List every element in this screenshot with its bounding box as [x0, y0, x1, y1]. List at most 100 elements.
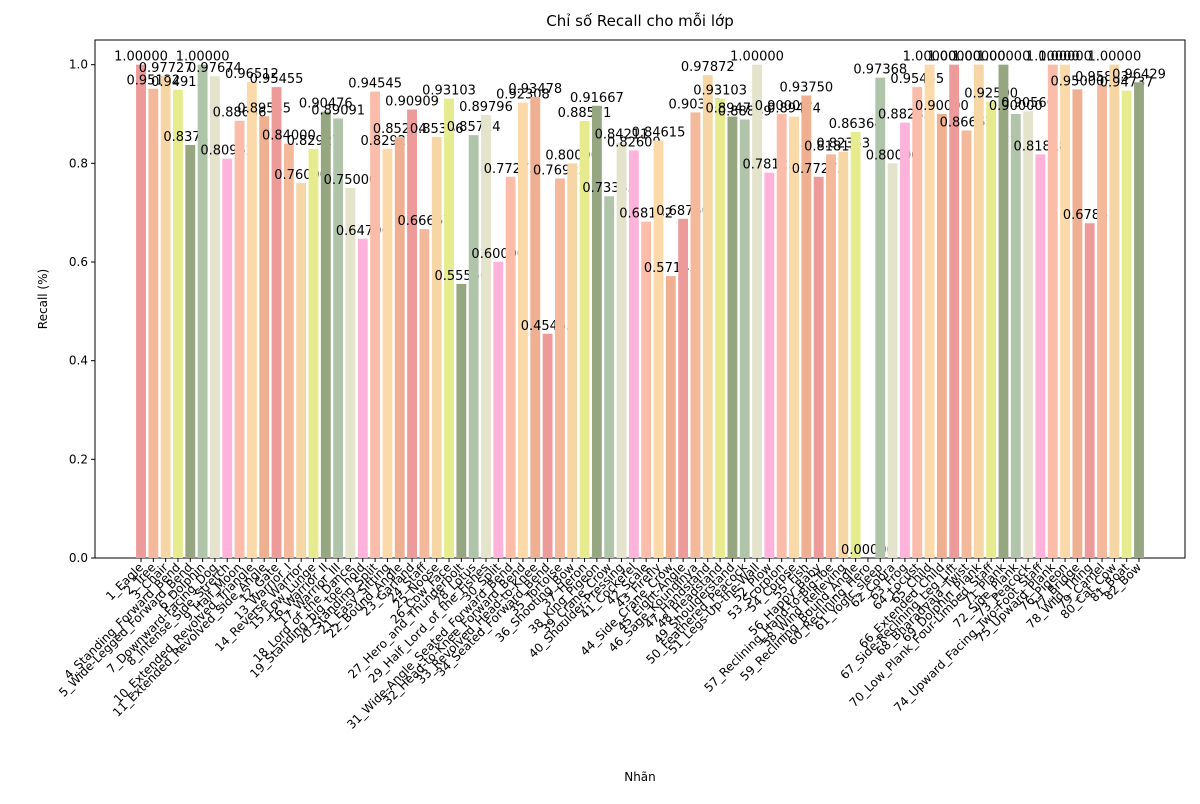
bar: [1047, 64, 1058, 559]
bar: [493, 262, 504, 558]
value-label: 1.00000: [176, 50, 230, 65]
bar: [333, 118, 344, 558]
value-label: 1.00000: [977, 50, 1031, 65]
value-label: 0.86667: [940, 115, 994, 130]
bar: [382, 148, 393, 558]
bar: [591, 105, 602, 559]
value-label: 0.81818: [1014, 139, 1068, 154]
bar: [394, 137, 405, 559]
bar: [961, 130, 972, 558]
value-label: 0.97674: [188, 61, 242, 76]
bar: [283, 143, 294, 558]
value-label: 0.96429: [1112, 67, 1166, 82]
value-label: 0.86364: [829, 117, 883, 132]
bar: [407, 109, 417, 559]
value-label: 0.80000: [545, 148, 599, 163]
bar: [875, 77, 886, 559]
value-label: 0.68750: [656, 204, 710, 219]
value-label: 0.76923: [533, 164, 587, 179]
bar: [518, 102, 528, 559]
bar: [542, 333, 553, 558]
bar: [678, 218, 689, 559]
value-label: 0.93103: [422, 84, 476, 99]
value-label: 0.00000: [841, 543, 895, 558]
x-axis-label: Nhãn: [624, 770, 656, 784]
value-label: 0.97727: [139, 61, 193, 76]
value-label: 0.45455: [521, 319, 575, 334]
bar: [185, 144, 196, 559]
value-label: 1.00000: [952, 50, 1006, 65]
bar: [554, 178, 565, 559]
bar: [1134, 82, 1144, 558]
bar: [1072, 89, 1083, 558]
bar: [160, 75, 171, 559]
bar: [641, 221, 652, 558]
value-label: 0.60000: [471, 247, 525, 262]
value-label: 0.90566: [1001, 96, 1055, 111]
bar: [1097, 85, 1107, 558]
bar: [1109, 64, 1120, 559]
value-label: 1.00000: [1087, 50, 1141, 65]
bar: [764, 172, 775, 559]
value-label: 0.67857: [1063, 208, 1117, 223]
value-label: 0.75000: [324, 173, 378, 188]
bar: [197, 64, 208, 559]
value-label: 1.00000: [114, 50, 168, 65]
value-label: 0.73333: [582, 181, 636, 196]
value-label: 0.80000: [866, 148, 920, 163]
value-label: 0.82609: [607, 135, 661, 150]
bar: [813, 176, 824, 558]
bar: [456, 283, 467, 558]
bar: [357, 238, 368, 558]
bar: [1060, 64, 1071, 559]
value-label: 0.90000: [755, 99, 809, 114]
bar: [1121, 90, 1132, 558]
bar: [887, 163, 898, 559]
bar: [431, 136, 442, 558]
bar: [1084, 223, 1095, 558]
bar: [826, 154, 836, 558]
value-label: 0.85714: [447, 120, 501, 135]
bar: [530, 96, 541, 559]
bar: [616, 142, 627, 558]
bar: [628, 150, 639, 558]
value-label: 0.84615: [632, 126, 686, 141]
value-label: 0.97368: [853, 63, 907, 78]
chart-title: Chỉ số Recall cho mỗi lớp: [546, 12, 734, 30]
value-label: 0.80952: [200, 144, 254, 159]
bar: [505, 176, 516, 558]
bar: [468, 135, 479, 558]
value-label: 1.00000: [927, 50, 981, 65]
value-label: 0.82353: [816, 137, 870, 152]
value-label: 0.90476: [299, 97, 353, 112]
bar: [1035, 154, 1046, 558]
bar: [789, 116, 799, 558]
value-label: 0.78125: [742, 158, 796, 173]
bar: [567, 163, 578, 559]
bar: [1023, 111, 1034, 558]
bar: [850, 131, 861, 558]
y-tick-label: 0.8: [69, 156, 88, 170]
y-tick-label: 0.2: [69, 452, 88, 466]
bar: [752, 64, 762, 559]
value-label: 0.96512: [225, 67, 279, 82]
value-label: 0.95000: [1051, 74, 1105, 89]
y-tick-label: 1.0: [69, 58, 88, 72]
value-label: 0.88571: [558, 106, 612, 121]
bar: [234, 120, 245, 558]
bar: [320, 111, 331, 558]
value-label: 0.90000: [989, 99, 1043, 114]
bar: [949, 64, 960, 559]
value-label: 0.90909: [385, 95, 439, 110]
bar: [776, 114, 787, 558]
value-label: 0.97872: [681, 60, 735, 75]
value-label: 0.95455: [890, 72, 944, 87]
bar: [259, 116, 270, 558]
value-label: 0.93750: [779, 81, 833, 96]
bar: [973, 64, 984, 559]
bar: [148, 88, 159, 558]
bar: [912, 87, 923, 558]
value-label: 0.94545: [348, 77, 402, 92]
bar: [308, 148, 319, 558]
value-label: 0.94915: [151, 75, 205, 90]
